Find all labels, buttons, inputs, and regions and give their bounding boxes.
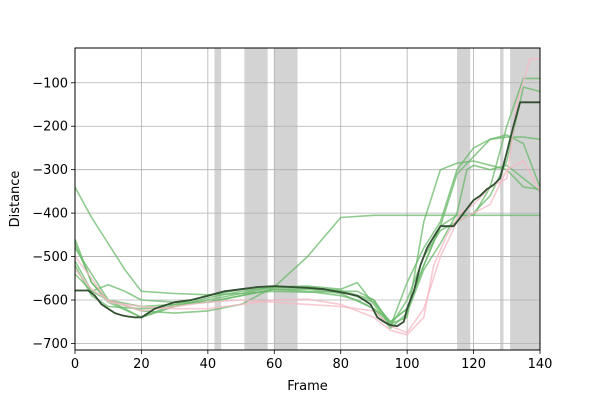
x-tick-label-4: 80 — [332, 357, 349, 372]
x-tick-label-2: 40 — [200, 357, 217, 372]
series-lines — [74, 58, 541, 336]
x-axis-label: Frame — [287, 379, 328, 394]
y-tick-label-1: −600 — [32, 294, 68, 309]
x-tick-label-1: 20 — [133, 357, 150, 372]
shaded-span-0 — [214, 48, 222, 350]
shaded-span-1 — [244, 48, 268, 350]
shaded-span-4 — [500, 48, 504, 350]
y-tick-label-2: −500 — [32, 250, 68, 265]
x-tick-label-5: 100 — [395, 357, 420, 372]
x-tick-label-3: 60 — [266, 357, 283, 372]
series-line-3 — [74, 77, 540, 323]
y-tick-label-3: −400 — [32, 207, 68, 222]
x-tick-label-0: 0 — [71, 357, 79, 372]
y-tick-label-0: −700 — [32, 337, 68, 352]
y-tick-label-5: −200 — [32, 120, 68, 135]
series-line-0 — [74, 160, 541, 325]
plot-frame — [74, 47, 541, 351]
y-tick-label-6: −100 — [32, 76, 68, 91]
shaded-span-3 — [456, 48, 471, 350]
y-tick-label-4: −300 — [32, 163, 68, 178]
series-line-9 — [75, 101, 540, 327]
series-line-9-overlay — [75, 101, 540, 327]
y-axis-label: Distance — [8, 171, 23, 228]
shaded-span-5 — [510, 48, 540, 350]
x-tick-label-7: 140 — [528, 357, 553, 372]
axis-ticks: 0 20 40 60 80 100 120 140 −700 −600 −500 −400 −300 −2… — [32, 76, 552, 372]
shaded-span-2 — [274, 48, 298, 350]
x-tick-label-6: 120 — [461, 357, 486, 372]
